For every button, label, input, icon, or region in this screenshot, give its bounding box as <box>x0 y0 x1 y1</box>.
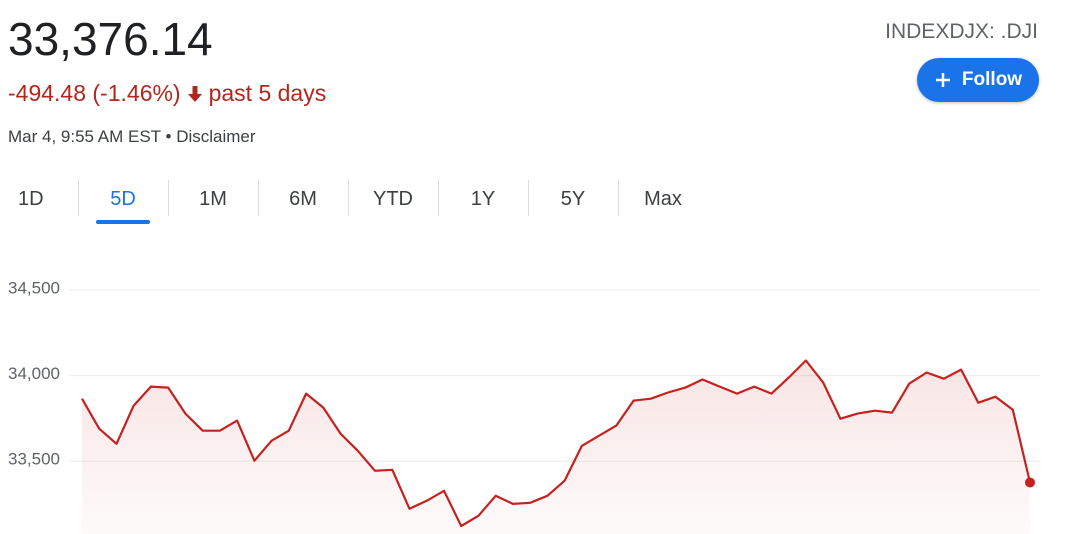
price-change: -494.48 (-1.46%) past 5 days <box>8 80 326 107</box>
range-tabs: 1D 5D 1M 6M YTD 1Y 5Y Max <box>0 178 708 224</box>
area <box>82 360 1030 534</box>
range-tab[interactable]: 6M <box>258 178 348 220</box>
disclaimer-link[interactable]: Disclaimer <box>176 127 256 146</box>
meta: Mar 4, 9:55 AM EST • Disclaimer <box>8 127 256 147</box>
y-tick-label: 34,000 <box>8 364 60 383</box>
y-tick-label: 33,500 <box>8 450 60 469</box>
price: 33,376.14 <box>8 13 213 65</box>
ticker: INDEXDJX: .DJI <box>885 20 1038 43</box>
plus-icon <box>935 73 950 87</box>
last-point <box>1025 477 1035 488</box>
range-tab[interactable]: Max <box>618 178 708 220</box>
range-tab[interactable]: 5D <box>78 178 168 224</box>
range-tab[interactable]: 1M <box>168 178 258 220</box>
range-tab[interactable]: YTD <box>348 178 438 220</box>
range-tab[interactable]: 1D <box>18 187 44 210</box>
follow-button[interactable]: Follow <box>917 58 1039 102</box>
change-value: -494.48 (-1.46%) <box>8 80 181 106</box>
follow-label: Follow <box>961 69 1023 90</box>
price-line <box>81 359 1032 528</box>
separator: • <box>165 127 172 146</box>
y-tick-label: 34,500 <box>8 278 60 297</box>
range-tab[interactable]: 1Y <box>438 178 528 220</box>
timestamp: Mar 4, 9:55 AM EST <box>8 127 161 146</box>
range-tab[interactable]: 5Y <box>528 178 618 220</box>
change-period: past 5 days <box>208 80 327 106</box>
down-arrow <box>187 85 202 102</box>
